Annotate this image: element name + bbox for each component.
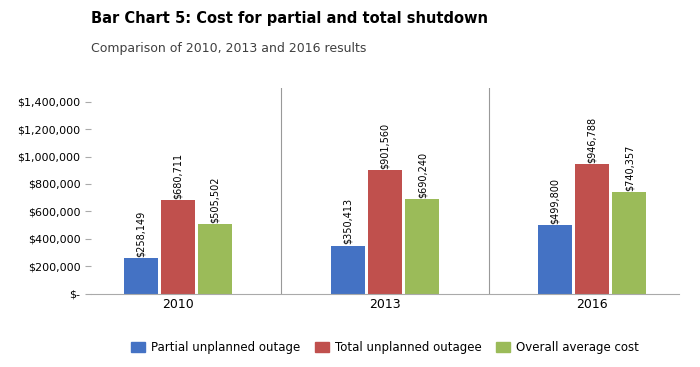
Text: $946,788: $946,788 — [587, 117, 597, 163]
Text: $505,502: $505,502 — [210, 177, 220, 223]
Bar — [330, 246, 365, 294]
Text: Bar Chart 5: Cost for partial and total shutdown: Bar Chart 5: Cost for partial and total … — [91, 11, 488, 26]
Bar — [575, 164, 609, 294]
Bar — [538, 225, 572, 294]
Text: $690,240: $690,240 — [417, 152, 427, 198]
Bar — [405, 199, 440, 294]
Text: Comparison of 2010, 2013 and 2016 results: Comparison of 2010, 2013 and 2016 result… — [91, 42, 366, 55]
Text: $901,560: $901,560 — [380, 123, 390, 169]
Bar — [612, 192, 647, 294]
Text: $350,413: $350,413 — [343, 199, 353, 244]
Text: $499,800: $499,800 — [550, 178, 560, 224]
Bar — [368, 170, 402, 294]
Legend: Partial unplanned outage, Total unplanned outagee, Overall average cost: Partial unplanned outage, Total unplanne… — [127, 337, 643, 359]
Bar — [161, 200, 195, 294]
Text: $680,711: $680,711 — [173, 153, 183, 199]
Bar — [123, 258, 158, 294]
Bar — [198, 224, 232, 294]
Text: $258,149: $258,149 — [136, 211, 146, 257]
Text: $740,357: $740,357 — [624, 145, 634, 191]
